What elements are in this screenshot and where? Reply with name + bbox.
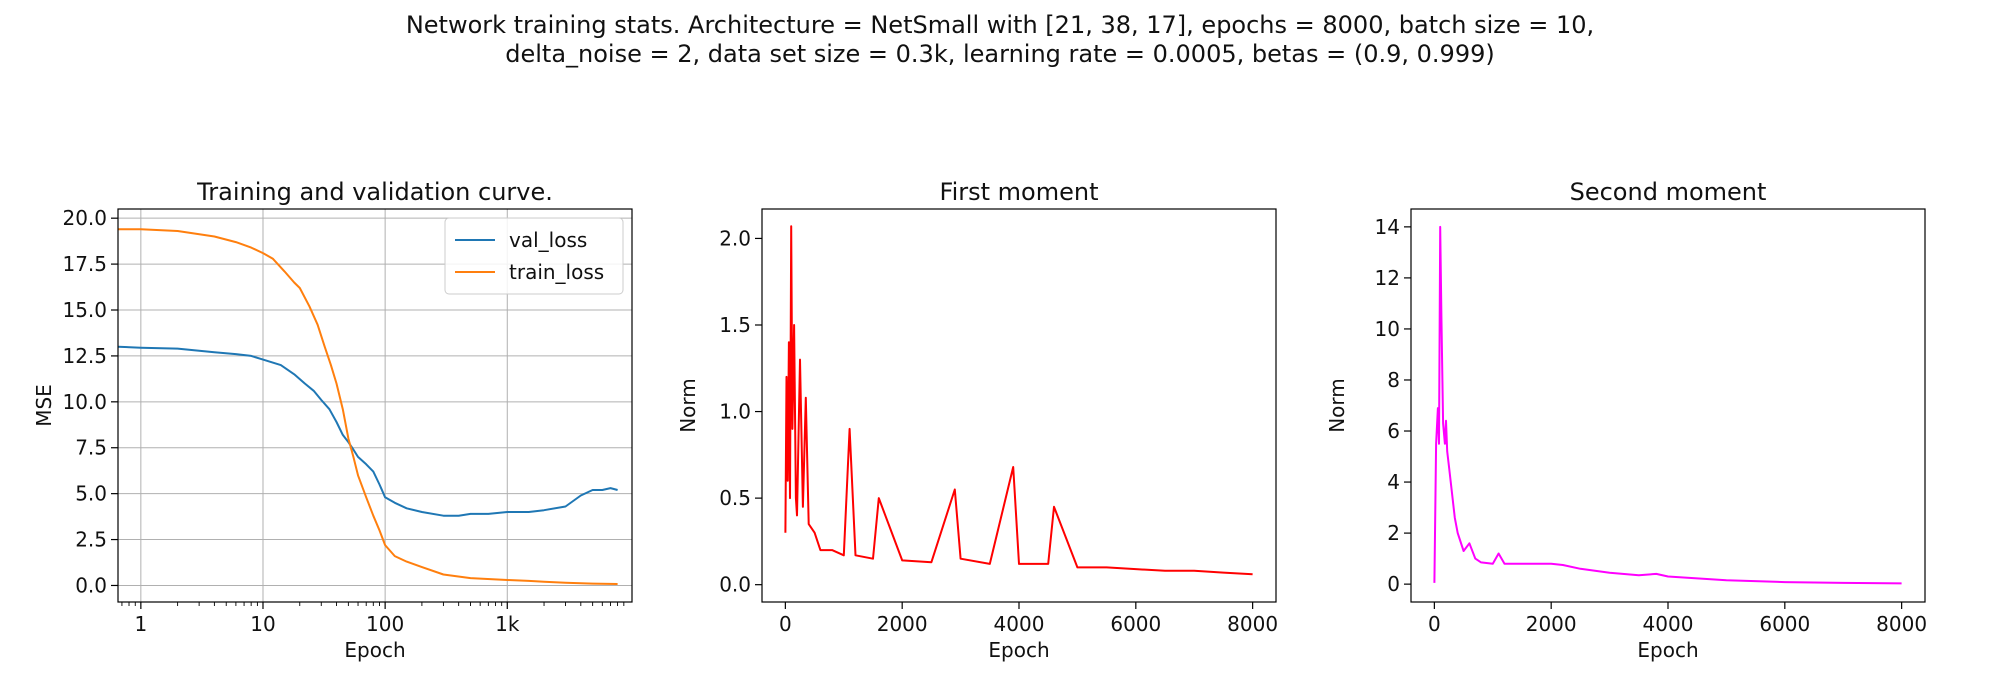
x-tick-label: 4000 xyxy=(994,612,1045,636)
axes-frame xyxy=(1410,208,1926,603)
y-tick-label: 12 xyxy=(1375,266,1400,290)
series-line-series-1 xyxy=(1433,225,1902,585)
y-tick-label: 17.5 xyxy=(62,252,107,276)
y-tick-label: 14 xyxy=(1375,215,1400,239)
y-tick-label: 12.5 xyxy=(62,344,107,368)
x-axis-label: Epoch xyxy=(344,638,405,662)
x-tick-label: 8000 xyxy=(1227,612,1278,636)
chart-title: First moment xyxy=(940,178,1099,206)
y-tick-label: 2 xyxy=(1387,521,1400,545)
y-tick-label: 0.0 xyxy=(75,573,107,597)
y-tick-label: 15.0 xyxy=(62,298,107,322)
y-tick-label: 5.0 xyxy=(75,482,107,506)
y-tick-label: 10 xyxy=(1375,317,1400,341)
y-tick-label: 2.5 xyxy=(75,528,107,552)
chart-panel-1: 1 10 100 1k 0.0 2.5 5.0 7.5 10.0 12.5 15.0 17.5 20.0… xyxy=(32,178,633,662)
figure-title-line2: delta_noise = 2, data set size = 0.3k, l… xyxy=(505,40,1494,68)
y-axis-label: Norm xyxy=(676,378,700,433)
chart-title: Training and validation curve. xyxy=(196,178,553,206)
y-tick-label: 1.0 xyxy=(719,400,751,424)
legend-label: train_loss xyxy=(509,260,604,284)
y-tick-label: 7.5 xyxy=(75,436,107,460)
x-axis-label: Epoch xyxy=(988,638,1049,662)
x-axis-label: Epoch xyxy=(1637,638,1698,662)
x-tick-label: 4000 xyxy=(1643,612,1694,636)
x-tick-label: 2000 xyxy=(877,612,928,636)
y-tick-label: 2.0 xyxy=(719,226,751,250)
chart-panel-2: 0 2000 4000 6000 8000 0.0 0.5 1.0 1.5 2.0 First mo… xyxy=(676,178,1278,662)
x-tick-label: 0 xyxy=(779,612,792,636)
x-tick-label: 6000 xyxy=(1759,612,1810,636)
y-tick-label: 1.5 xyxy=(719,313,751,337)
y-tick-label: 0.5 xyxy=(719,486,751,510)
x-tick-label: 6000 xyxy=(1110,612,1161,636)
chart-title: Second moment xyxy=(1570,178,1767,206)
x-tick-label: 1 xyxy=(134,612,147,636)
x-tick-label: 8000 xyxy=(1876,612,1927,636)
axes-frame xyxy=(117,208,633,603)
y-axis-label: Norm xyxy=(1325,378,1349,433)
series-line-train_loss xyxy=(118,228,618,585)
legend: val_loss train_loss xyxy=(444,217,624,295)
x-tick-label: 2000 xyxy=(1526,612,1577,636)
y-tick-label: 6 xyxy=(1387,419,1400,443)
y-axis-label: MSE xyxy=(32,384,56,427)
y-tick-label: 0 xyxy=(1387,572,1400,596)
x-tick-label: 1k xyxy=(495,612,520,636)
y-tick-label: 4 xyxy=(1387,470,1400,494)
series-line-series-1 xyxy=(784,225,1253,576)
y-tick-label: 10.0 xyxy=(62,390,107,414)
legend-box xyxy=(444,217,624,295)
axes-frame xyxy=(761,208,1277,603)
x-tick-label: 0 xyxy=(1428,612,1441,636)
figure-title-line1: Network training stats. Architecture = N… xyxy=(406,11,1594,39)
legend-label: val_loss xyxy=(509,228,587,252)
chart-panel-3: 0 2000 4000 6000 8000 0 2 4 6 8 10 12 14 Second momen… xyxy=(1325,178,1927,662)
x-tick-label: 100 xyxy=(366,612,404,636)
y-tick-label: 20.0 xyxy=(62,206,107,230)
series-line-val_loss xyxy=(118,345,618,517)
x-tick-label: 10 xyxy=(250,612,275,636)
y-tick-label: 0.0 xyxy=(719,573,751,597)
y-tick-label: 8 xyxy=(1387,368,1400,392)
